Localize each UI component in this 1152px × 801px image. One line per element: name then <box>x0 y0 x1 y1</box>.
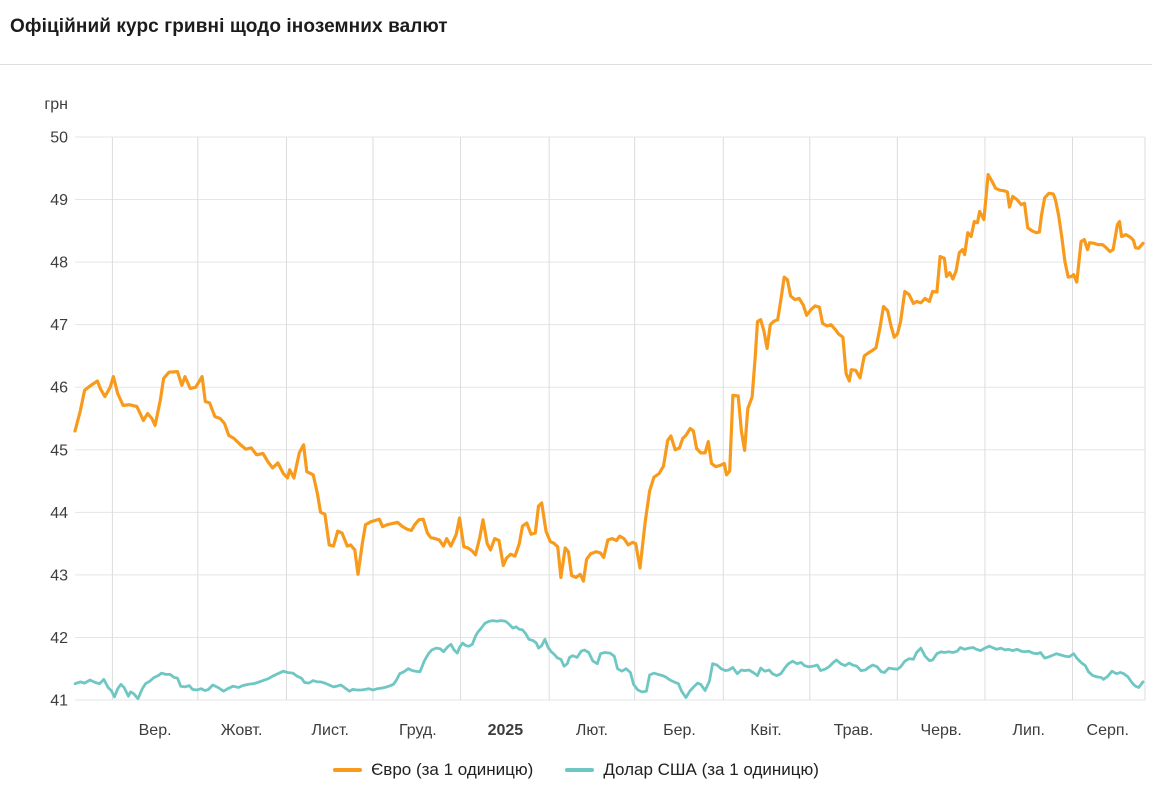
y-tick-label: 41 <box>50 693 68 710</box>
x-tick-label: Трав. <box>834 722 874 739</box>
legend-label-usd: Долар США (за 1 одиницю) <box>603 760 819 779</box>
y-tick-label: 42 <box>50 630 68 647</box>
y-tick-label: 46 <box>50 380 68 397</box>
eur-line-swatch <box>333 768 363 772</box>
page-title: Офіційний курс гривні щодо іноземних вал… <box>10 16 448 37</box>
y-tick-label: 47 <box>50 317 68 334</box>
legend-label-eur: Євро (за 1 одиницю) <box>371 760 534 779</box>
x-tick-label: Жовт. <box>221 722 263 739</box>
eur-series-line[interactable] <box>73 172 1145 583</box>
header-separator <box>0 64 1152 65</box>
y-tick-label: 50 <box>50 130 68 147</box>
x-tick-label: Бер. <box>663 722 696 739</box>
x-tick-label: Лист. <box>312 722 349 739</box>
x-tick-label: Лют. <box>576 722 608 739</box>
usd-line-swatch <box>565 768 595 772</box>
y-tick-label: 49 <box>50 192 68 209</box>
legend-item-eur[interactable]: Євро (за 1 одиницю) <box>333 760 533 780</box>
legend-item-usd[interactable]: Долар США (за 1 одиницю) <box>565 760 819 780</box>
x-tick-label: Груд. <box>399 722 437 739</box>
x-tick-label-year: 2025 <box>488 722 524 739</box>
x-tick-label: Квіт. <box>750 722 781 739</box>
x-tick-label: Серп. <box>1087 722 1129 739</box>
chart-header: Офіційний курс гривні щодо іноземних вал… <box>0 0 1152 64</box>
usd-series-line[interactable] <box>73 619 1145 701</box>
y-tick-label: 44 <box>50 505 68 522</box>
y-tick-label: 48 <box>50 255 68 272</box>
y-tick-label: 45 <box>50 442 68 459</box>
x-tick-label: Вер. <box>139 722 172 739</box>
y-axis-unit-label: грн <box>44 96 68 113</box>
x-tick-label: Лип. <box>1012 722 1045 739</box>
chart-legend: Євро (за 1 одиницю) Долар США (за 1 один… <box>0 760 1152 780</box>
x-tick-label: Черв. <box>920 722 961 739</box>
y-tick-label: 43 <box>50 567 68 584</box>
